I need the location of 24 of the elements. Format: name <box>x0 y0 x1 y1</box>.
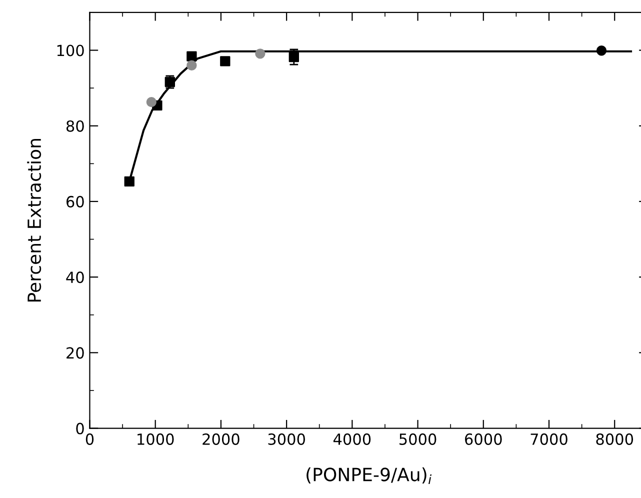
x-tick-label: 3000 <box>268 433 305 445</box>
y-tick-label: 0 <box>76 422 84 434</box>
x-tick-label: 7000 <box>530 433 568 445</box>
x-tick-label: 5000 <box>400 433 436 445</box>
point <box>146 96 156 108</box>
point <box>255 48 266 59</box>
y-tick-label: 40 <box>66 272 84 284</box>
x-tick-label: 8000 <box>596 433 634 445</box>
x-tick-label: 1000 <box>138 433 174 445</box>
point <box>186 51 197 62</box>
y-tick-label: 100 <box>57 44 84 56</box>
x-tick-label: 2000 <box>202 433 240 445</box>
point <box>596 46 607 56</box>
point <box>186 60 197 70</box>
y-tick-label: 80 <box>66 120 84 132</box>
point <box>124 176 134 187</box>
y-tick-label: 60 <box>66 196 84 208</box>
y-tick-label: 20 <box>66 347 84 359</box>
x-tick-label: 4000 <box>333 433 371 445</box>
x-tick-label: 0 <box>86 433 94 445</box>
point <box>220 56 230 66</box>
x-tick-label: 6000 <box>465 433 502 445</box>
x-axis-title: (PONPE-9/Au)$_{i}$ <box>306 467 432 484</box>
y-axis-title: Percent Extraction <box>27 138 42 302</box>
